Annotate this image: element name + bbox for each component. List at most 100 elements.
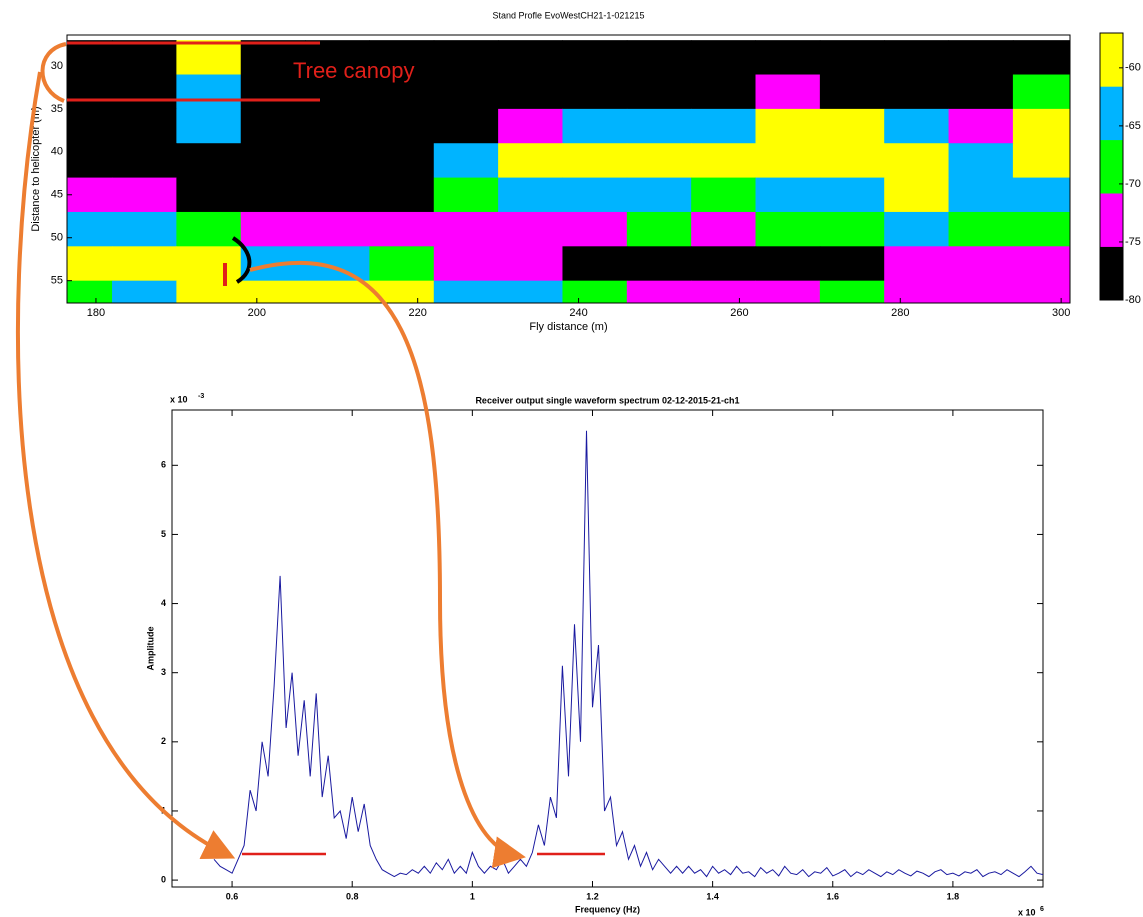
cell [755, 177, 821, 213]
x-tick-label: 1.4 [706, 891, 719, 901]
marker [231, 236, 252, 284]
cell [691, 74, 757, 110]
cell [1012, 177, 1070, 213]
cell [240, 108, 306, 144]
cell [626, 143, 692, 179]
cell [1012, 246, 1070, 282]
chart-title: Receiver output single waveform spectrum… [475, 395, 739, 405]
cell [176, 40, 242, 76]
cell [112, 74, 177, 110]
cell [240, 40, 306, 76]
cell [305, 108, 370, 144]
y-tick-label: 3 [161, 667, 166, 677]
x-tick-label: 220 [409, 307, 427, 319]
cell [562, 177, 628, 213]
cell [948, 74, 1014, 110]
x-tick-label: 0.8 [346, 891, 359, 901]
colorbar-tick-label: -60 [1125, 62, 1141, 74]
cell [626, 280, 692, 303]
x-tick-label: 200 [248, 307, 266, 319]
cell [369, 280, 435, 303]
cell [691, 108, 757, 144]
cell [433, 280, 499, 303]
cell [562, 280, 628, 303]
cell [240, 177, 306, 213]
arrow [249, 260, 526, 869]
cell [884, 246, 950, 282]
cell [176, 280, 242, 303]
colorbar-band [1100, 86, 1123, 141]
x-tick-label: 1.6 [827, 891, 840, 901]
cell [948, 246, 1014, 282]
colorbar-band [1100, 33, 1123, 87]
cell [626, 108, 692, 144]
cell [176, 177, 242, 213]
heatmap [67, 40, 1070, 303]
cell [691, 40, 757, 76]
y-multiplier: x 10 [170, 394, 188, 404]
y-tick-label: 6 [161, 460, 166, 470]
cell [819, 211, 885, 247]
bracket [40, 42, 67, 103]
y-tick-label: 40 [51, 146, 63, 158]
cell [67, 74, 113, 110]
x-tick-label: 300 [1052, 307, 1070, 319]
cell [819, 108, 885, 144]
cell [948, 211, 1014, 247]
x-tick-label: 1.8 [947, 891, 960, 901]
plot-frame [171, 409, 1044, 888]
cell [562, 108, 628, 144]
cell [562, 40, 628, 76]
x-tick-label: 0.6 [226, 891, 239, 901]
cell [67, 177, 113, 213]
colorbar-tick-label: -70 [1125, 178, 1141, 190]
x-axis-label: Fly distance (m) [529, 321, 607, 333]
cell [691, 211, 757, 247]
cell [67, 143, 113, 179]
cell [176, 143, 242, 179]
cell [1012, 108, 1070, 144]
cell [819, 246, 885, 282]
cell [498, 143, 563, 179]
y-tick-label: 2 [161, 736, 166, 746]
cell [67, 246, 113, 282]
cell [626, 40, 692, 76]
cell [1012, 211, 1070, 247]
cell [755, 40, 821, 76]
y-tick-label: 5 [161, 529, 166, 539]
x-tick-label: 180 [87, 307, 105, 319]
cell [369, 143, 435, 179]
cell [691, 143, 757, 179]
cell [369, 177, 435, 213]
y-tick-label: 4 [161, 598, 166, 608]
cell [562, 211, 628, 247]
y-tick-label: 30 [51, 60, 63, 72]
cell [498, 40, 563, 76]
cell [948, 280, 1014, 303]
cell [755, 280, 821, 303]
cell [240, 280, 306, 303]
cell [433, 246, 499, 282]
x-axis-label: Frequency (Hz) [575, 904, 640, 914]
cell [305, 74, 370, 110]
cell [369, 40, 435, 76]
cell [112, 40, 177, 76]
cell [691, 177, 757, 213]
cell [112, 280, 177, 303]
cell [176, 246, 242, 282]
colorbar-tick-label: -65 [1125, 120, 1141, 132]
colorbar-band [1100, 246, 1123, 301]
cell [305, 143, 370, 179]
cell [67, 108, 113, 144]
chart-title: Stand Profle EvoWestCH21-1-021215 [493, 10, 645, 20]
cell [498, 177, 563, 213]
cell [1012, 280, 1070, 303]
y-axis-label: Distance to helicopter (m) [30, 106, 42, 231]
cell [1012, 143, 1070, 179]
cell [498, 108, 563, 144]
cell [1012, 40, 1070, 76]
cell [498, 246, 563, 282]
cell [305, 40, 370, 76]
